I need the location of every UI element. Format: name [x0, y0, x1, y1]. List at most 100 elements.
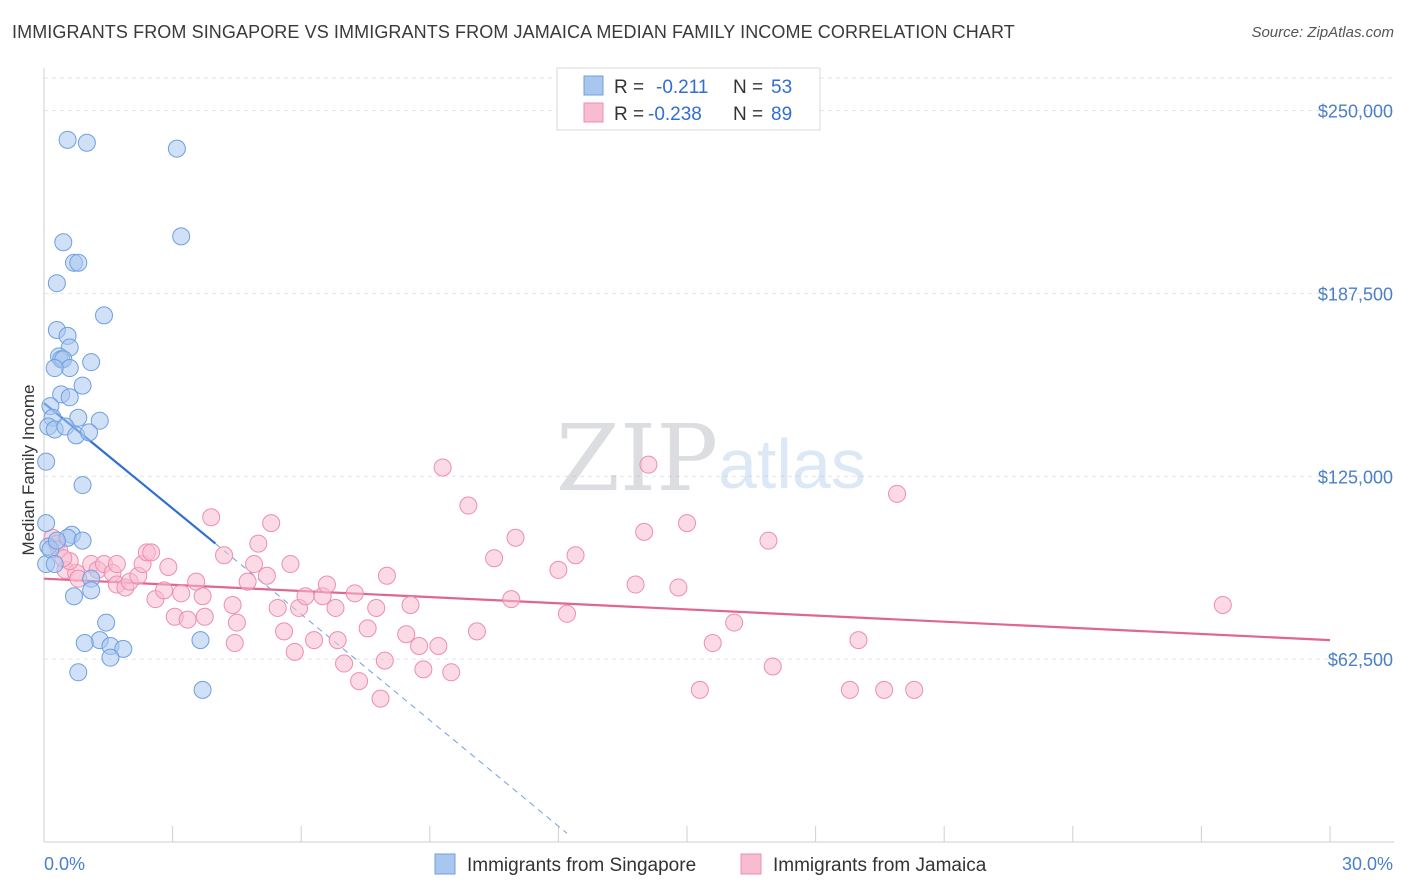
jamaica-point [215, 546, 234, 565]
jamaica-point [328, 631, 347, 650]
jamaica-point [195, 607, 214, 626]
watermark-atlas: atlas [718, 425, 866, 503]
jamaica-point [245, 555, 264, 574]
jamaica-point [763, 657, 782, 676]
chart-title: IMMIGRANTS FROM SINGAPORE VS IMMIGRANTS … [12, 22, 1015, 42]
x-tick-label: 0.0% [44, 854, 85, 874]
watermark: ZIP atlas [556, 405, 866, 512]
bottom-legend-label-jamaica: Immigrants from Jamaica [773, 855, 987, 876]
jamaica-point [159, 557, 178, 576]
grid-lines [44, 77, 1394, 660]
jamaica-point [371, 689, 390, 708]
jamaica-point [268, 598, 287, 617]
jamaica-point [367, 598, 386, 617]
jamaica-point [410, 636, 429, 655]
y-tick-label: $125,000 [1318, 467, 1393, 487]
legend-n-value-singapore: 53 [771, 77, 792, 98]
jamaica-point [227, 613, 246, 632]
jamaica-point [107, 555, 126, 574]
jamaica-point [433, 458, 452, 477]
singapore-point [65, 587, 84, 606]
jamaica-point [905, 680, 924, 699]
jamaica-point [285, 642, 304, 661]
jamaica-point [296, 587, 315, 606]
bottom-legend-swatch-jamaica [740, 853, 762, 875]
jamaica-point [326, 598, 345, 617]
y-tick-label: $62,500 [1328, 650, 1393, 670]
singapore-point [54, 233, 73, 252]
legend-r-label: R = [614, 77, 644, 98]
singapore-point [60, 359, 79, 378]
singapore-point [69, 663, 88, 682]
jamaica-point [193, 587, 212, 606]
jamaica-point [639, 455, 658, 474]
jamaica-point [275, 622, 294, 641]
jamaica-point [202, 508, 221, 527]
singapore-point [167, 139, 186, 158]
jamaica-point [485, 549, 504, 568]
source-label: Source: ZipAtlas.com [1251, 24, 1394, 41]
jamaica-point [1213, 596, 1232, 615]
singapore-point [45, 359, 64, 378]
jamaica-point [345, 584, 364, 603]
singapore-point [101, 648, 120, 667]
singapore-point [80, 423, 99, 442]
jamaica-point [414, 660, 433, 679]
singapore-point [77, 133, 96, 152]
jamaica-point [262, 514, 281, 533]
jamaica-point [223, 596, 242, 615]
legend-box: R = -0.211 N = 53 R = -0.238 N = 89 [556, 67, 821, 131]
jamaica-point [549, 560, 568, 579]
jamaica-point [350, 672, 369, 691]
jamaica-point [626, 575, 645, 594]
singapore-point [193, 680, 212, 699]
singapore-point [172, 227, 191, 246]
jamaica-point [238, 572, 257, 591]
jamaica-point [557, 604, 576, 623]
jamaica-point [849, 631, 868, 650]
jamaica-point [249, 534, 268, 553]
jamaica-point [401, 596, 420, 615]
jamaica-point [305, 631, 324, 650]
jamaica-point [459, 496, 478, 515]
jamaica-point [317, 575, 336, 594]
singapore-point [58, 130, 77, 149]
bottom-legend: Immigrants from Singapore Immigrants fro… [434, 853, 987, 876]
legend-swatch-jamaica [583, 102, 604, 123]
jamaica-point [678, 514, 696, 533]
jamaica-point [358, 619, 377, 638]
singapore-point [45, 555, 64, 574]
y-tick-labels: $62,500 $125,000 $187,500 $250,000 [1318, 102, 1393, 671]
jamaica-point [442, 663, 461, 682]
legend-r-value-singapore: -0.211 [656, 77, 708, 98]
x-tick-labels: 0.0% 30.0% [44, 854, 1393, 874]
jamaica-point [467, 622, 486, 641]
singapore-point [37, 452, 56, 471]
jamaica-point [690, 680, 709, 699]
singapore-point [47, 274, 66, 293]
watermark-zip: ZIP [556, 405, 718, 512]
jamaica-point [840, 680, 859, 699]
jamaica-point [397, 625, 416, 644]
jamaica-point [377, 566, 396, 585]
x-tick-label: 30.0% [1342, 854, 1393, 874]
bottom-legend-swatch-singapore [434, 853, 456, 875]
jamaica-point [635, 522, 654, 541]
bottom-legend-label-singapore: Immigrants from Singapore [467, 855, 696, 876]
jamaica-point [142, 543, 161, 562]
y-tick-label: $250,000 [1318, 102, 1393, 122]
legend-n-value-jamaica: 89 [771, 104, 792, 125]
jamaica-point [257, 566, 276, 585]
legend-n-label: N = [733, 77, 763, 98]
singapore-point [95, 306, 114, 325]
legend-r-value-jamaica: -0.238 [648, 104, 702, 125]
singapore-point [69, 408, 88, 427]
singapore-point [73, 531, 92, 550]
jamaica-point [155, 581, 174, 600]
legend-r-label: R = [614, 104, 644, 125]
singapore-point [75, 634, 94, 653]
jamaica-trend-line [43, 577, 1331, 642]
singapore-point [114, 639, 133, 658]
y-axis-label: Median Family Income [19, 384, 38, 555]
